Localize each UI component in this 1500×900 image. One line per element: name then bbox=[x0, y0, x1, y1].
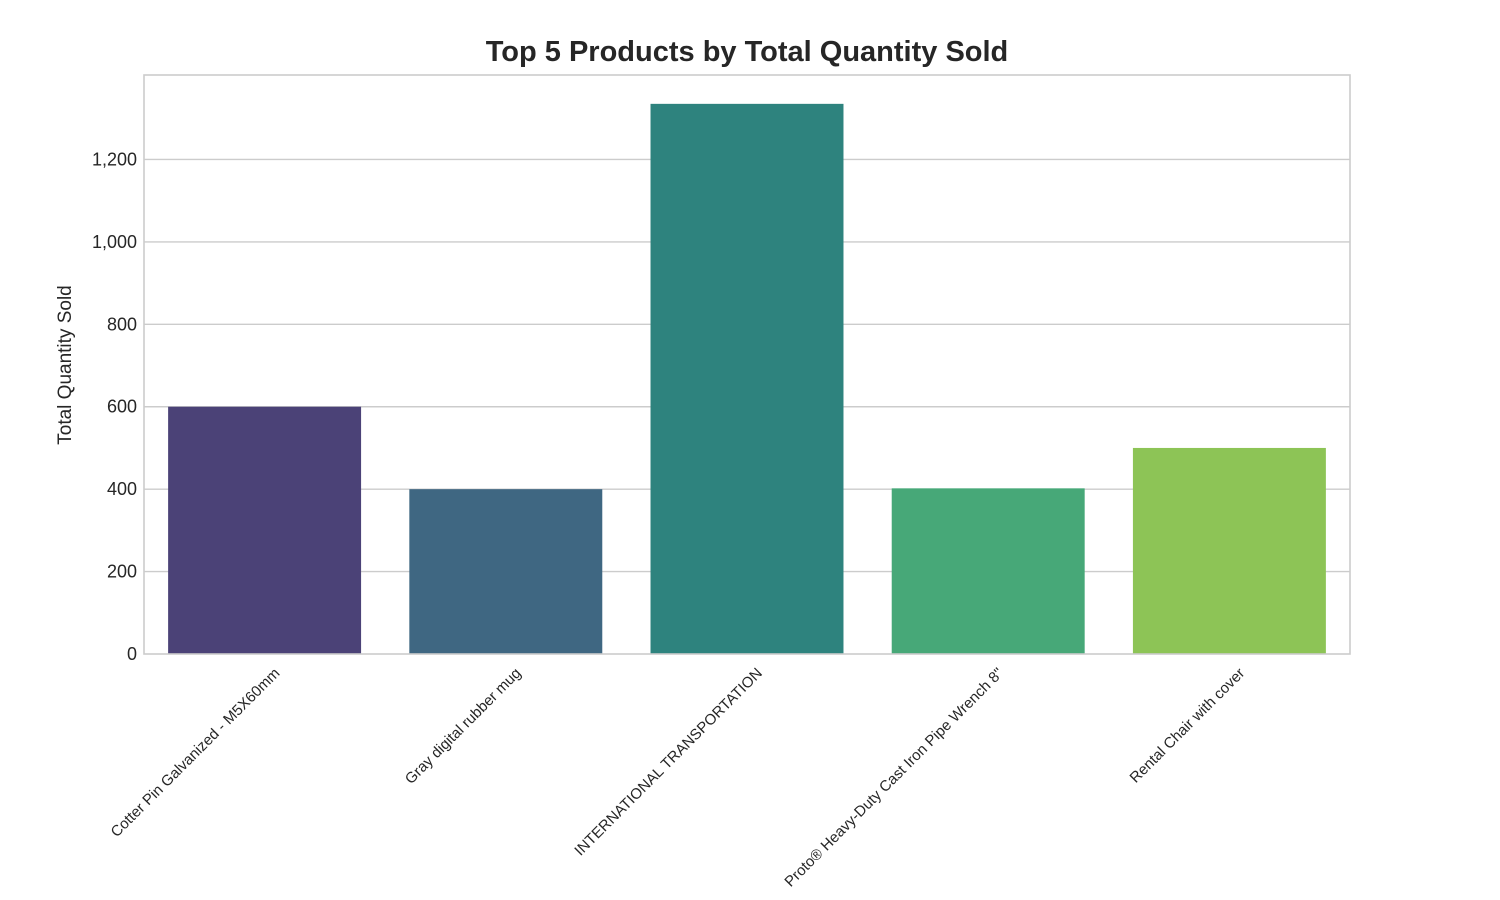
y-axis-label: Total Quantity Sold bbox=[55, 285, 76, 444]
bar bbox=[650, 103, 844, 654]
chart-title: Top 5 Products by Total Quantity Sold bbox=[486, 36, 1009, 68]
bar bbox=[891, 488, 1085, 654]
y-tick-label: 0 bbox=[127, 644, 137, 664]
bar bbox=[1132, 447, 1326, 654]
x-tick-labels: Cotter Pin Galvanized - M5X60mm Gray digi… bbox=[108, 665, 1249, 891]
y-tick-label: 400 bbox=[107, 479, 137, 499]
y-tick-label: 600 bbox=[107, 397, 137, 417]
y-tick-labels: 0 200 400 600 800 1,000 1,200 bbox=[92, 149, 137, 664]
bar bbox=[409, 489, 603, 654]
x-tick-label: Gray digital rubber mug bbox=[402, 665, 525, 788]
x-tick-label: Cotter Pin Galvanized - M5X60mm bbox=[108, 665, 284, 841]
x-tick-label: INTERNATIONAL TRANSPORTATION bbox=[571, 665, 766, 860]
bars bbox=[168, 103, 1326, 654]
plot-frame bbox=[143, 74, 1351, 655]
y-tick-label: 800 bbox=[107, 314, 137, 334]
x-tick-label: Proto® Heavy-Duty Cast Iron Pipe Wrench … bbox=[781, 665, 1007, 891]
y-tick-label: 1,200 bbox=[92, 149, 137, 169]
y-tick-label: 1,000 bbox=[92, 232, 137, 252]
y-tick-label: 200 bbox=[107, 562, 137, 582]
bar bbox=[168, 406, 362, 654]
x-tick-label: Rental Chair with cover bbox=[1127, 665, 1249, 787]
